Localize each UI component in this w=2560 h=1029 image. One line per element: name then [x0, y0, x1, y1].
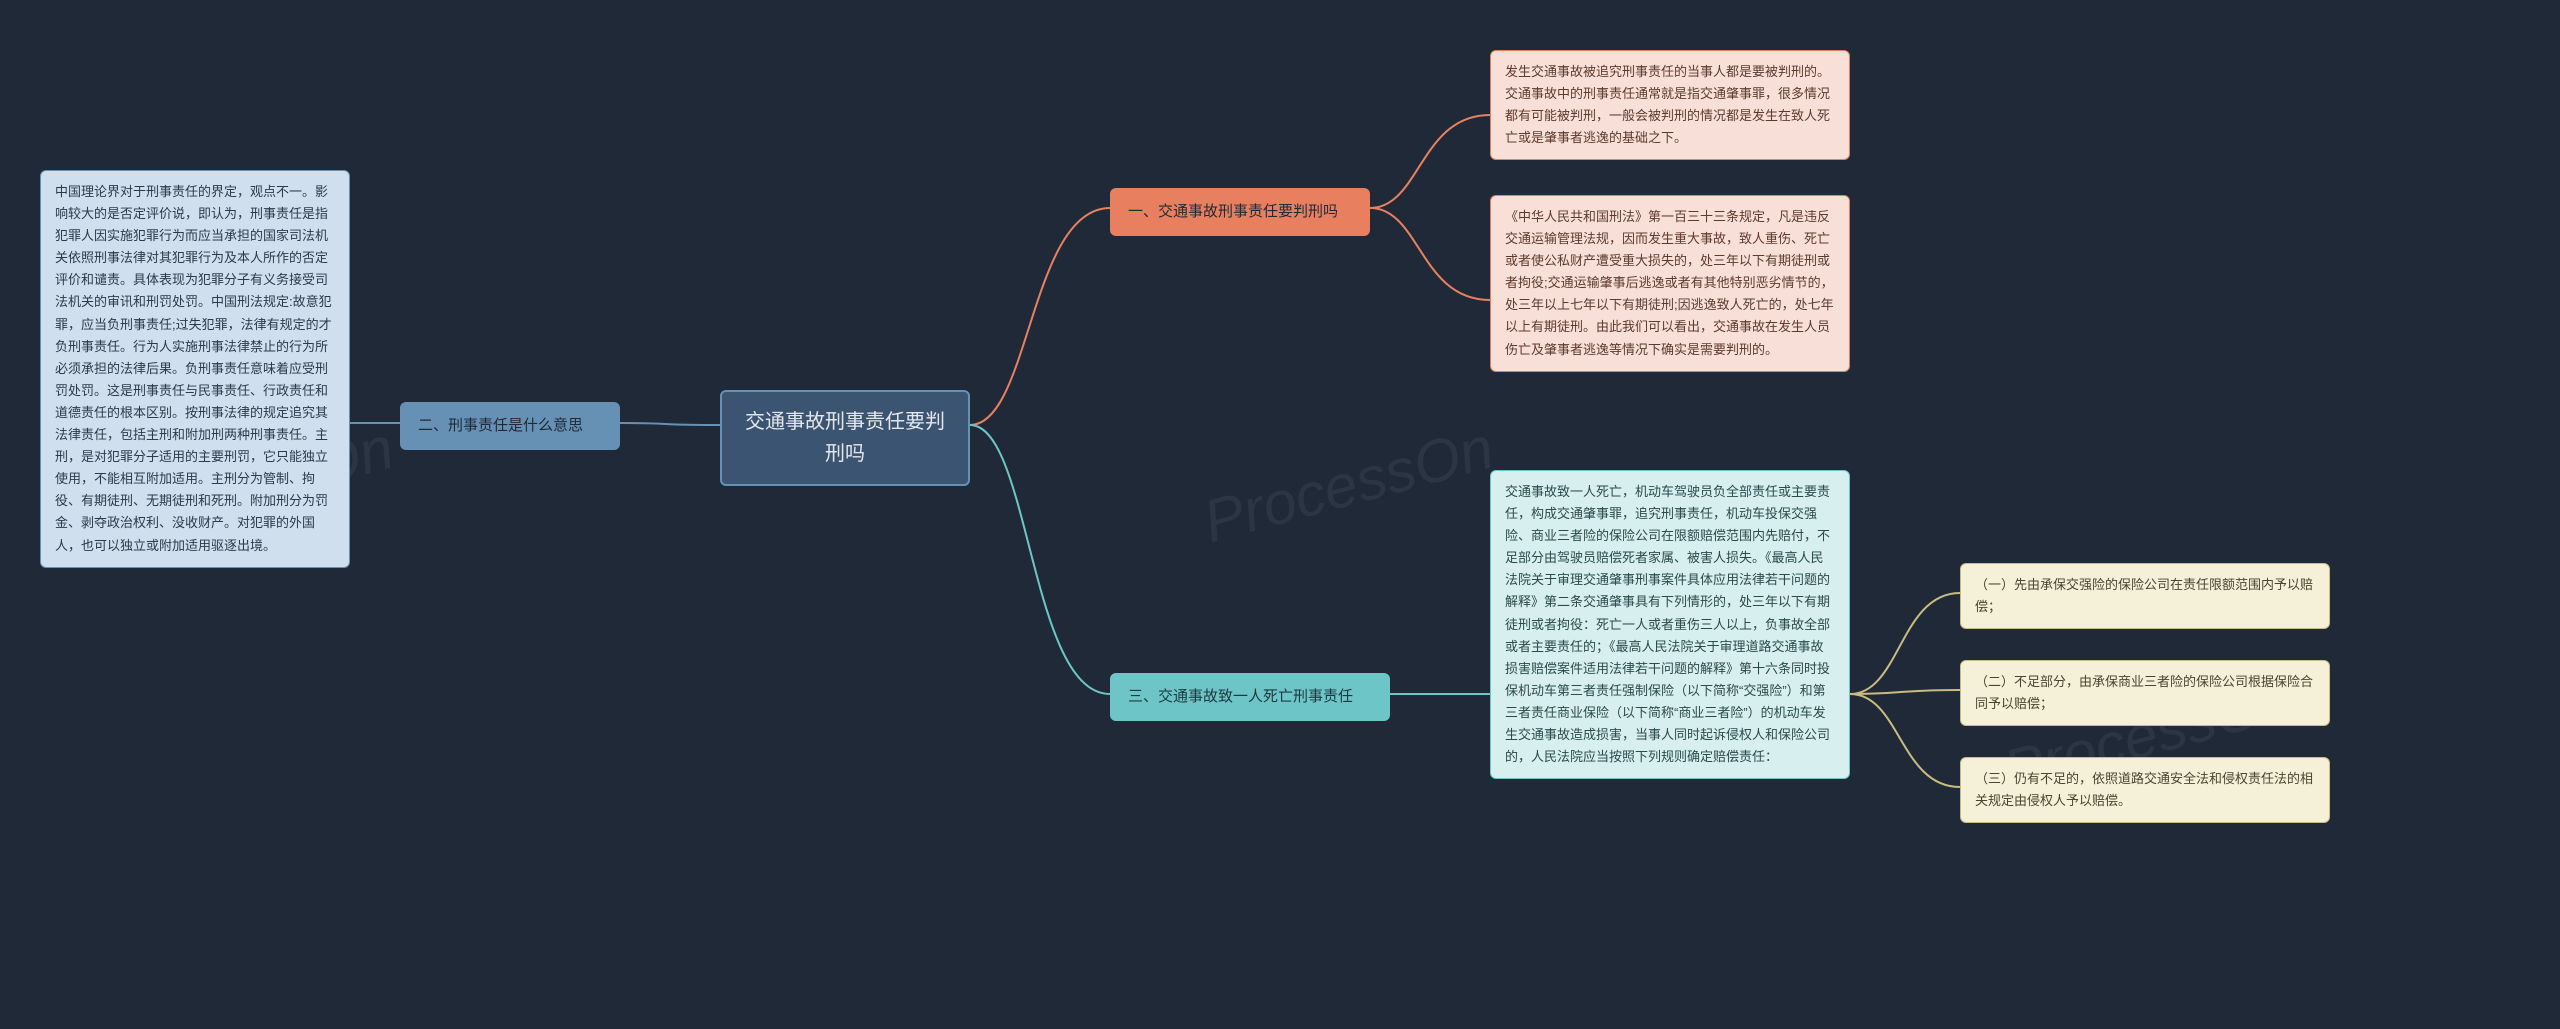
connectors — [0, 0, 2560, 1029]
branch-1-leaf-1: 发生交通事故被追究刑事责任的当事人都是要被判刑的。交通事故中的刑事责任通常就是指… — [1490, 50, 1850, 160]
branch-2-leaf-1: 中国理论界对于刑事责任的界定，观点不一。影响较大的是否定评价说，即认为，刑事责任… — [40, 170, 350, 568]
watermark: ProcessOn — [1196, 413, 1501, 556]
branch-3-leaf-1b: （二）不足部分，由承保商业三者险的保险公司根据保险合同予以赔偿； — [1960, 660, 2330, 726]
branch-3-leaf-1a: （一）先由承保交强险的保险公司在责任限额范围内予以赔偿； — [1960, 563, 2330, 629]
branch-1: 一、交通事故刑事责任要判刑吗 — [1110, 188, 1370, 236]
branch-3-leaf-1: 交通事故致一人死亡，机动车驾驶员负全部责任或主要责任，构成交通肇事罪，追究刑事责… — [1490, 470, 1850, 779]
branch-1-leaf-2: 《中华人民共和国刑法》第一百三十三条规定，凡是违反交通运输管理法规，因而发生重大… — [1490, 195, 1850, 372]
center-node: 交通事故刑事责任要判刑吗 — [720, 390, 970, 486]
branch-3-leaf-1c: （三）仍有不足的，依照道路交通安全法和侵权责任法的相关规定由侵权人予以赔偿。 — [1960, 757, 2330, 823]
branch-3: 三、交通事故致一人死亡刑事责任 — [1110, 673, 1390, 721]
branch-2: 二、刑事责任是什么意思 — [400, 402, 620, 450]
